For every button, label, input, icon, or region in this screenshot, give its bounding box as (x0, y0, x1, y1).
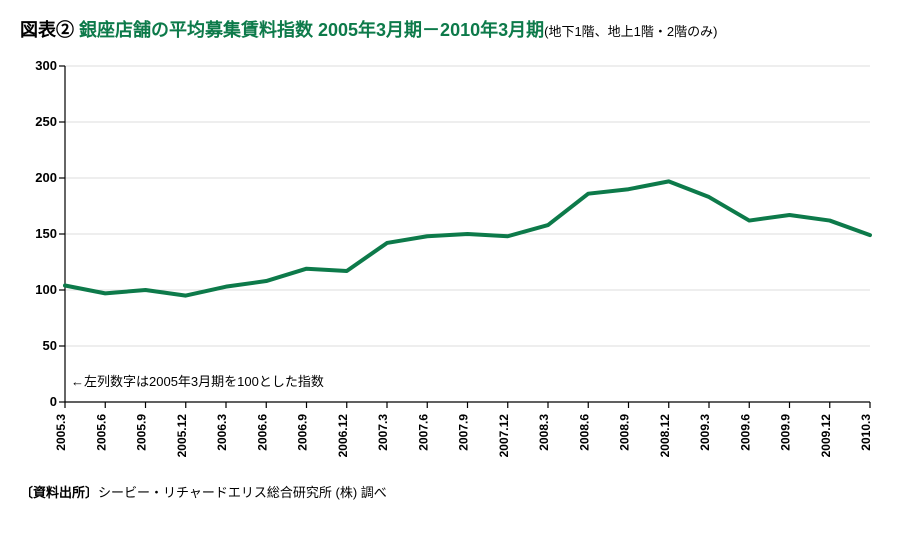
x-tick-label: 2007.3 (376, 414, 390, 451)
x-tick-label: 2009.6 (738, 414, 752, 451)
axis-note: ←左列数字は2005年3月期を100とした指数 (71, 374, 324, 389)
x-tick-label: 2007.9 (457, 414, 471, 451)
x-tick-label: 2008.12 (658, 414, 672, 458)
x-tick-label: 2008.3 (537, 414, 551, 451)
source-line: 〔資料出所〕シービー・リチャードエリス総合研究所 (株) 調べ (20, 482, 880, 501)
y-tick-label: 100 (35, 282, 57, 297)
source-prefix: 〔資料出所〕 (20, 485, 98, 500)
title-prefix: 図表② (20, 20, 74, 40)
x-tick-label: 2007.12 (497, 414, 511, 458)
y-tick-label: 150 (35, 226, 57, 241)
data-series-line (65, 181, 870, 295)
x-tick-label: 2005.3 (54, 414, 68, 451)
x-tick-label: 2009.12 (819, 414, 833, 458)
x-tick-label: 2008.9 (618, 414, 632, 451)
title-suffix: (地下1階、地上1階・2階のみ) (544, 24, 717, 39)
x-tick-label: 2008.6 (577, 414, 591, 451)
y-tick-label: 300 (35, 58, 57, 73)
x-tick-label: 2010.3 (859, 414, 873, 451)
title-main: 銀座店舗の平均募集賃料指数 2005年3月期－2010年3月期 (74, 20, 544, 40)
x-tick-label: 2009.3 (698, 414, 712, 451)
x-tick-label: 2007.6 (416, 414, 430, 451)
x-tick-label: 2006.12 (336, 414, 350, 458)
x-tick-label: 2005.12 (175, 414, 189, 458)
x-tick-label: 2006.6 (255, 414, 269, 451)
chart-title: 図表② 銀座店舗の平均募集賃料指数 2005年3月期－2010年3月期(地下1階… (20, 16, 880, 42)
x-tick-label: 2006.3 (215, 414, 229, 451)
y-tick-label: 250 (35, 114, 57, 129)
x-tick-label: 2006.9 (296, 414, 310, 451)
y-tick-label: 0 (50, 394, 57, 409)
y-tick-label: 200 (35, 170, 57, 185)
x-tick-label: 2009.9 (779, 414, 793, 451)
x-tick-label: 2005.6 (94, 414, 108, 451)
y-tick-label: 50 (43, 338, 57, 353)
source-text: シービー・リチャードエリス総合研究所 (株) 調べ (98, 485, 387, 500)
line-chart: 0 50 100 150 200 250 300 2005.3 2005.6 2005.9 2005… (20, 52, 880, 472)
x-tick-label: 2005.9 (135, 414, 149, 451)
